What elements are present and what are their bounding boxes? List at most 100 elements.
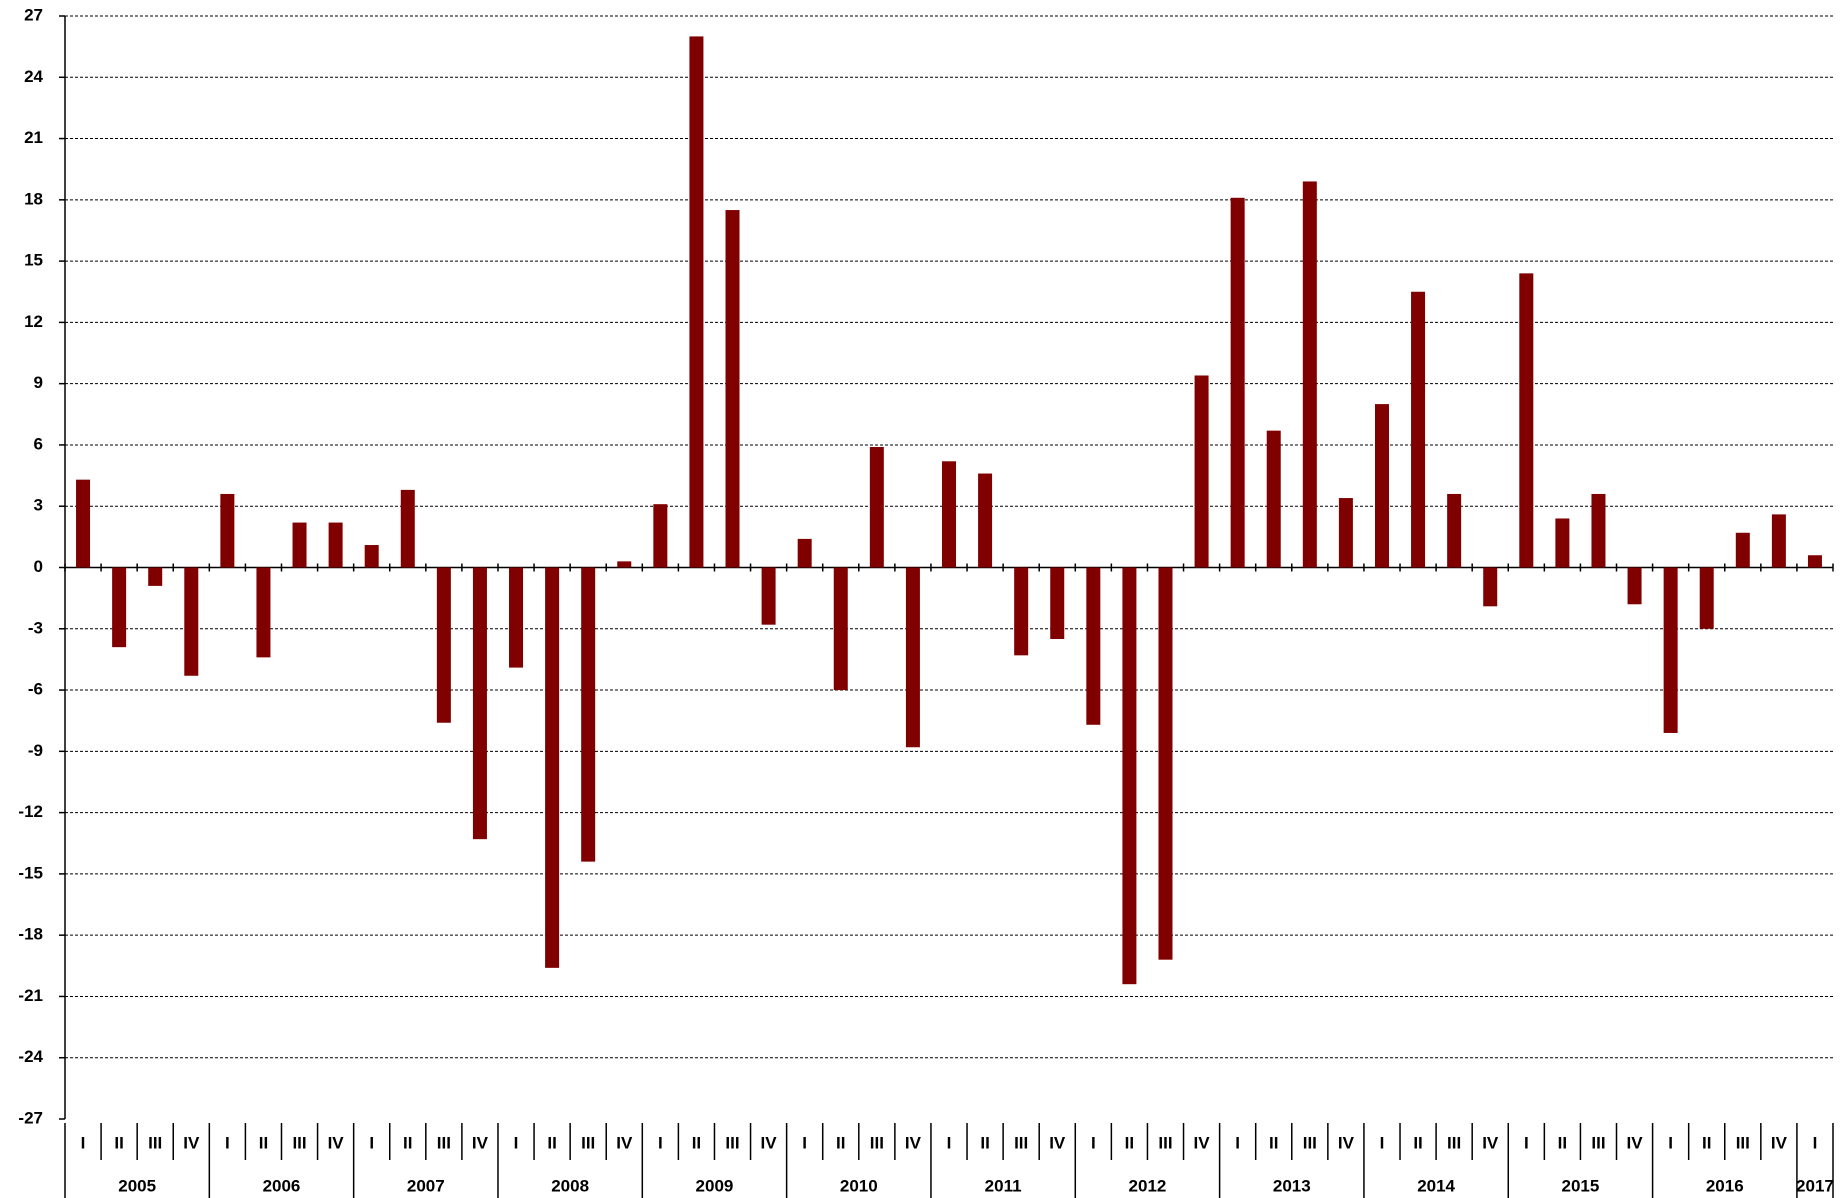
x-tick-label: IV — [1049, 1133, 1066, 1152]
bar — [1699, 567, 1714, 629]
y-tick-label: 9 — [34, 373, 43, 392]
x-tick-label: IV — [472, 1133, 489, 1152]
x-tick-label: I — [81, 1133, 86, 1152]
x-tick-label: III — [1591, 1133, 1605, 1152]
x-tick-label: IV — [616, 1133, 633, 1152]
bar — [1122, 567, 1137, 985]
y-tick-label: 21 — [24, 128, 43, 147]
y-tick-label: 12 — [24, 312, 43, 331]
bar — [1483, 567, 1498, 607]
bar — [1158, 567, 1173, 960]
x-tick-label: III — [1303, 1133, 1317, 1152]
y-tick-label: -9 — [28, 741, 43, 760]
bar — [1627, 567, 1642, 605]
bar — [184, 567, 199, 676]
y-tick-label: 3 — [34, 496, 43, 515]
x-tick-label: III — [1158, 1133, 1172, 1152]
y-tick-label: 6 — [34, 434, 43, 453]
y-tick-label: 27 — [24, 5, 43, 24]
bar — [1591, 493, 1606, 568]
x-tick-label: III — [148, 1133, 162, 1152]
y-tick-label: -15 — [18, 863, 43, 882]
bar — [797, 538, 812, 568]
bar — [1194, 375, 1209, 568]
x-group-label: 2013 — [1273, 1176, 1311, 1195]
x-group-label: 2009 — [696, 1176, 734, 1195]
x-tick-label: IV — [1627, 1133, 1644, 1152]
bar — [942, 461, 956, 568]
bar — [400, 489, 415, 568]
bar — [1447, 493, 1462, 568]
bar — [1302, 181, 1317, 568]
bar — [1050, 567, 1065, 639]
x-group-label: 2015 — [1562, 1176, 1600, 1195]
bar — [1338, 498, 1353, 568]
x-tick-label: II — [836, 1133, 845, 1152]
x-tick-label: I — [1091, 1133, 1096, 1152]
x-tick-label: I — [1524, 1133, 1529, 1152]
bar — [1014, 567, 1029, 656]
bar — [545, 567, 560, 968]
x-group-label: 2005 — [118, 1176, 156, 1195]
x-tick-label: I — [1380, 1133, 1385, 1152]
bar — [1519, 273, 1534, 568]
bar — [725, 210, 740, 568]
bar — [689, 36, 704, 568]
x-tick-label: III — [1014, 1133, 1028, 1152]
bar — [472, 567, 487, 840]
y-tick-label: -24 — [18, 1047, 43, 1066]
x-tick-label: II — [1702, 1133, 1711, 1152]
bar — [328, 522, 343, 568]
y-tick-label: 24 — [24, 67, 43, 86]
bar — [112, 567, 127, 648]
bar — [1266, 430, 1281, 568]
x-tick-label: II — [1413, 1133, 1422, 1152]
x-tick-label: III — [1447, 1133, 1461, 1152]
y-tick-label: -27 — [18, 1108, 43, 1127]
y-tick-label: 0 — [34, 557, 43, 576]
bar — [509, 567, 524, 668]
x-group-label: 2012 — [1129, 1176, 1167, 1195]
x-tick-label: I — [658, 1133, 663, 1152]
x-tick-label: I — [369, 1133, 374, 1152]
bar — [256, 567, 271, 658]
y-tick-label: -12 — [18, 802, 43, 821]
x-tick-label: IV — [1338, 1133, 1355, 1152]
bar — [617, 561, 632, 568]
x-tick-label: II — [1125, 1133, 1134, 1152]
bar — [1411, 291, 1426, 568]
x-tick-label: IV — [1771, 1133, 1788, 1152]
bar — [148, 567, 163, 586]
x-group-label: 2016 — [1706, 1176, 1744, 1195]
bar — [364, 545, 379, 568]
y-tick-label: -18 — [18, 925, 43, 944]
bar — [1374, 404, 1389, 568]
bar — [869, 446, 884, 568]
bar — [978, 473, 993, 568]
y-tick-label: 18 — [24, 189, 43, 208]
x-tick-label: II — [259, 1133, 268, 1152]
bar — [1807, 555, 1822, 568]
y-tick-label: -3 — [28, 618, 43, 637]
x-tick-label: IV — [905, 1133, 922, 1152]
y-tick-label: 15 — [24, 251, 43, 270]
bar — [761, 567, 776, 625]
x-tick-label: I — [947, 1133, 952, 1152]
bar — [1230, 197, 1245, 568]
x-tick-label: IV — [183, 1133, 200, 1152]
bar — [1086, 567, 1101, 725]
bar — [220, 493, 235, 568]
x-group-label: 2006 — [263, 1176, 301, 1195]
bar — [1735, 532, 1750, 568]
x-tick-label: II — [1269, 1133, 1278, 1152]
x-tick-label: IV — [1194, 1133, 1211, 1152]
bar — [76, 479, 91, 568]
x-tick-label: II — [114, 1133, 123, 1152]
bar — [436, 567, 451, 723]
x-tick-label: II — [403, 1133, 412, 1152]
x-tick-label: III — [292, 1133, 306, 1152]
x-tick-label: IV — [328, 1133, 345, 1152]
x-tick-label: I — [1813, 1133, 1818, 1152]
x-tick-label: IV — [1482, 1133, 1499, 1152]
